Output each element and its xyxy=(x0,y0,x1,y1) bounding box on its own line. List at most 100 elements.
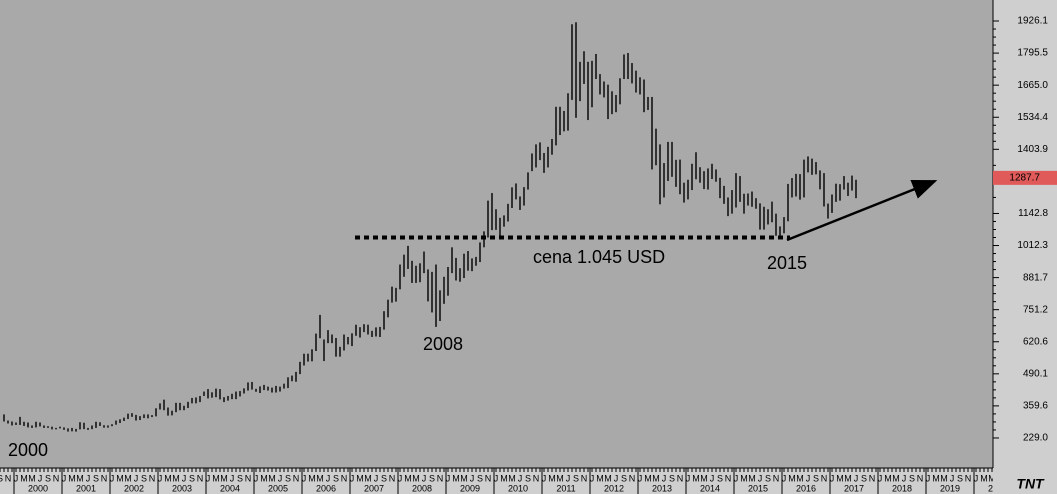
month-label: M xyxy=(124,473,132,483)
month-label: M xyxy=(308,473,316,483)
month-label: N xyxy=(965,473,972,483)
month-label: S xyxy=(237,473,243,483)
month-label: M xyxy=(700,473,708,483)
month-label: M xyxy=(68,473,76,483)
month-label: S xyxy=(861,473,867,483)
month-label: M xyxy=(884,473,892,483)
month-label: S xyxy=(93,473,99,483)
y-axis-panel xyxy=(993,0,1057,494)
month-label: M xyxy=(596,473,604,483)
month-label: M xyxy=(844,473,852,483)
year-label: 2010 xyxy=(508,483,528,493)
month-label: J xyxy=(398,473,403,483)
year-label: 2003 xyxy=(172,483,192,493)
y-tick-label: 359.6 xyxy=(1023,401,1048,412)
month-label: M xyxy=(988,473,996,483)
month-label: J xyxy=(974,473,979,483)
month-label: N xyxy=(581,473,588,483)
month-label: N xyxy=(773,473,780,483)
month-label: N xyxy=(437,473,444,483)
month-label: S xyxy=(621,473,627,483)
year-label: 2006 xyxy=(316,483,336,493)
y-tick-label: 1534.4 xyxy=(1017,112,1048,123)
month-label: S xyxy=(717,473,723,483)
year-label: 2016 xyxy=(796,483,816,493)
y-tick-label: 881.7 xyxy=(1023,272,1048,283)
year-label: 2011 xyxy=(556,483,575,493)
month-label: J xyxy=(470,473,475,483)
month-label: J xyxy=(134,473,139,483)
x-axis-panel xyxy=(0,468,993,494)
month-label: S xyxy=(477,473,483,483)
year-label: 2008 xyxy=(412,483,432,493)
month-label: J xyxy=(374,473,379,483)
month-label: M xyxy=(796,473,804,483)
y-tick-label: 1665.0 xyxy=(1017,80,1048,91)
month-label: M xyxy=(644,473,652,483)
month-label: M xyxy=(692,473,700,483)
year-label: 2019 xyxy=(940,483,960,493)
month-label: M xyxy=(460,473,468,483)
month-label: M xyxy=(748,473,756,483)
month-label: N xyxy=(533,473,540,483)
month-label: N xyxy=(677,473,684,483)
month-label: S xyxy=(189,473,195,483)
month-label: J xyxy=(62,473,67,483)
month-label: J xyxy=(230,473,235,483)
month-label: J xyxy=(422,473,427,483)
month-label: N xyxy=(629,473,636,483)
month-label: N xyxy=(5,473,12,483)
month-label: S xyxy=(429,473,435,483)
y-tick-label: 1142.8 xyxy=(1018,208,1048,219)
annotation: 2015 xyxy=(767,253,807,273)
month-label: M xyxy=(788,473,796,483)
month-label: M xyxy=(76,473,84,483)
month-label: M xyxy=(452,473,460,483)
month-label: J xyxy=(158,473,163,483)
month-label: J xyxy=(278,473,283,483)
year-label: 2002 xyxy=(124,483,144,493)
month-label: S xyxy=(813,473,819,483)
month-label: J xyxy=(86,473,91,483)
trend-arrow xyxy=(786,179,938,242)
month-label: J xyxy=(446,473,451,483)
month-label: J xyxy=(38,473,43,483)
month-label: J xyxy=(638,473,643,483)
y-tick-label: 1795.5 xyxy=(1017,48,1048,59)
month-label: M xyxy=(164,473,172,483)
year-label: 2000 xyxy=(28,483,48,493)
month-label: S xyxy=(669,473,675,483)
month-label: J xyxy=(566,473,571,483)
month-label: S xyxy=(45,473,51,483)
month-label: S xyxy=(957,473,963,483)
annotation: 2008 xyxy=(423,334,463,354)
y-tick-label: 751.2 xyxy=(1023,304,1048,315)
year-label: 2005 xyxy=(268,483,288,493)
last-price-box xyxy=(993,170,1057,185)
year-label: 2020 xyxy=(988,483,1008,493)
month-label: M xyxy=(500,473,508,483)
month-label: M xyxy=(412,473,420,483)
month-label: S xyxy=(381,473,387,483)
month-label: S xyxy=(573,473,579,483)
month-label: M xyxy=(652,473,660,483)
month-label: N xyxy=(821,473,828,483)
month-label: J xyxy=(518,473,523,483)
month-label: J xyxy=(854,473,859,483)
support-label: cena 1.045 USD xyxy=(533,247,665,267)
month-label: M xyxy=(212,473,220,483)
annotation: 2000 xyxy=(8,440,48,460)
month-label: M xyxy=(260,473,268,483)
month-label: N xyxy=(293,473,300,483)
month-label: M xyxy=(220,473,228,483)
month-label: N xyxy=(53,473,60,483)
month-label: M xyxy=(892,473,900,483)
month-label: J xyxy=(326,473,331,483)
month-label: M xyxy=(740,473,748,483)
month-label: S xyxy=(525,473,531,483)
month-label: J xyxy=(830,473,835,483)
year-label: 2014 xyxy=(700,483,720,493)
month-label: N xyxy=(917,473,924,483)
year-label: 2017 xyxy=(844,483,864,493)
month-label: J xyxy=(590,473,595,483)
